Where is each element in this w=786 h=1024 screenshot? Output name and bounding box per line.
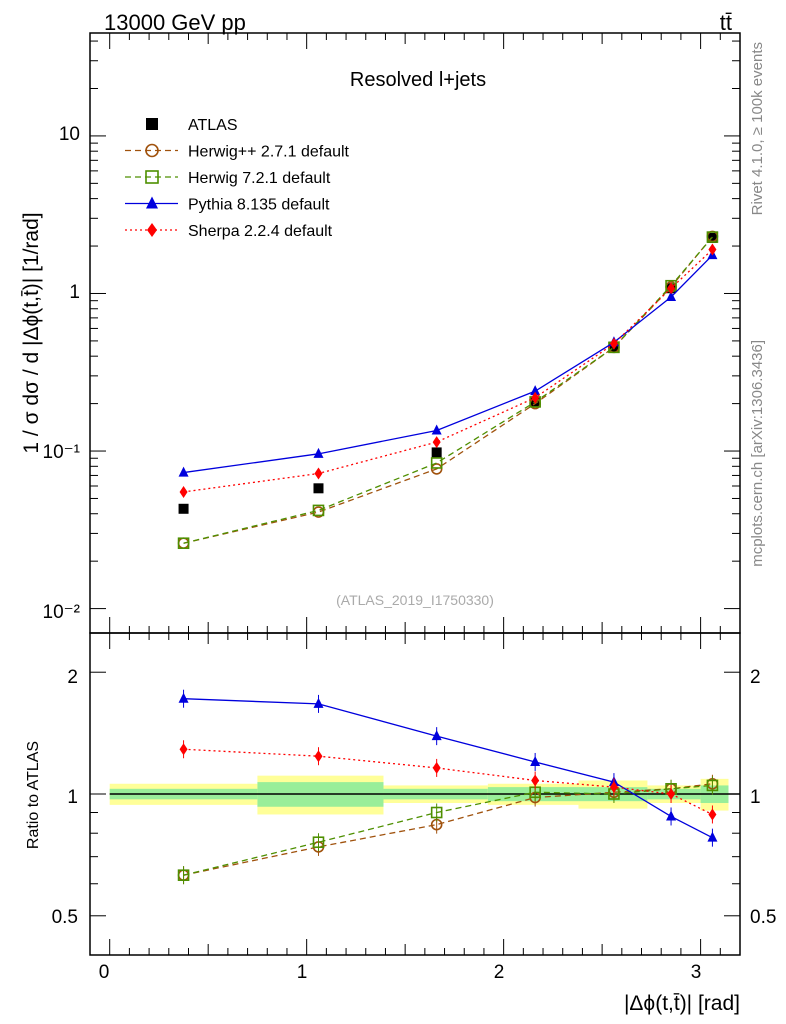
ratio-series-group <box>177 689 719 885</box>
atlas-main-point <box>431 447 442 458</box>
legend-marker-sherpa-2-2-4-default <box>147 223 157 237</box>
herwig-7-2-1-default-ratio-point <box>706 779 719 792</box>
legend-marker-herwig-7-2-1-default <box>145 170 159 184</box>
sherpa-2-2-4-default-main-point <box>708 243 717 256</box>
xtick-label-2: 2 <box>494 962 505 983</box>
legend-label-herwig-2-7-1-default: Herwig++ 2.7.1 default <box>188 144 350 161</box>
pythia-8-135-default-ratio-point <box>431 730 442 741</box>
ratio-axis-ticks <box>89 633 741 956</box>
mcplots-label: mcplots.cern.ch [arXiv:1306.3436] <box>749 340 766 567</box>
sherpa-2-2-4-default-ratio-point <box>432 761 441 774</box>
atlas-main-point <box>313 483 324 494</box>
herwig-7-2-1-default-main-point <box>312 504 325 517</box>
ratio-ytick-left-1: 1 <box>67 787 78 808</box>
ratio-uncertainty-band <box>109 775 740 815</box>
sherpa-2-2-4-default-main-point <box>432 436 441 449</box>
sherpa-2-2-4-default-ratio-point <box>667 788 676 800</box>
herwig-7-2-1-default-main-point <box>177 537 190 550</box>
sherpa-2-2-4-default-main-point <box>609 337 618 350</box>
main-series-group <box>177 230 719 550</box>
legend-marker-herwig-2-7-1-default <box>145 143 159 158</box>
pythia-8-135-default-main-point <box>530 385 541 396</box>
herwig-7-2-1-default-main-point <box>706 231 719 243</box>
herwig-7-2-1-default-ratio-point <box>312 836 325 849</box>
ytick-label-0p1: 10⁻¹ <box>43 442 81 463</box>
herwig-2-7-1-default-main-line <box>183 236 713 544</box>
legend-marker-pythia-8-135-default <box>146 196 158 209</box>
xtick-label-3: 3 <box>691 962 702 983</box>
energy-label: 13000 GeV pp <box>104 10 246 35</box>
process-label: tt̄ <box>720 10 732 35</box>
main-title: Resolved l+jets <box>350 69 486 91</box>
sherpa-2-2-4-default-main-point <box>531 391 540 404</box>
legend-label-sherpa-2-2-4-default: Sherpa 2.2.4 default <box>188 223 333 240</box>
legend: ATLAS Herwig++ 2.7.1 default Herwig 7.2.1 … <box>125 117 350 240</box>
herwig-2-7-1-default-main-point <box>430 463 443 475</box>
ytick-label-10: 10 <box>59 124 80 145</box>
ratio-ytick-right-1: 1 <box>750 787 761 808</box>
ratio-ytick-left-2: 2 <box>67 667 78 688</box>
pythia-8-135-default-ratio-point <box>707 831 718 842</box>
herwig-7-2-1-default-ratio-point <box>177 869 190 881</box>
ratio-ytick-right-0p5: 0.5 <box>750 907 776 928</box>
sherpa-2-2-4-default-ratio-point <box>609 781 618 794</box>
ytick-label-1: 1 <box>69 282 80 303</box>
pythia-8-135-default-main-point <box>431 424 442 435</box>
sherpa-2-2-4-default-main-point <box>314 467 323 480</box>
pythia-8-135-default-main-point <box>313 447 324 458</box>
sherpa-2-2-4-default-main-point <box>667 282 676 295</box>
herwig-7-2-1-default-ratio-point <box>430 806 443 819</box>
main-axis-ticks <box>89 33 741 633</box>
analysis-id: (ATLAS_2019_I1750330) <box>336 592 494 608</box>
sherpa-2-2-4-default-ratio-point <box>179 743 188 756</box>
ratio-ylabel: Ratio to ATLAS <box>25 741 42 849</box>
xaxis-label: |Δϕ(t,t̄)| [rad] <box>624 992 740 1015</box>
main-ylabel: 1 / σ dσ / d |Δϕ(t,t̄)| [1/rad] <box>20 212 43 453</box>
pythia-8-135-default-main-point <box>666 290 677 301</box>
legend-label-atlas: ATLAS <box>188 117 238 134</box>
pythia-8-135-default-main-point <box>178 466 189 477</box>
ratio-frame <box>89 632 741 956</box>
ytick-label-0p01: 10⁻² <box>43 602 81 623</box>
main-panel: Resolved l+jets (ATLAS_2019_I1750330) 1 … <box>20 32 741 634</box>
rivet-label: Rivet 4.1.0, ≥ 100k events <box>749 42 766 215</box>
legend-label-pythia-8-135-default: Pythia 8.135 default <box>188 197 330 214</box>
ratio-ytick-right-2: 2 <box>750 667 761 688</box>
sherpa-2-2-4-default-main-point <box>179 485 188 498</box>
xtick-label-0: 0 <box>99 962 110 983</box>
sherpa-2-2-4-default-ratio-point <box>531 774 540 787</box>
legend-marker-atlas <box>146 118 158 130</box>
pythia-8-135-default-main-line <box>183 254 713 474</box>
legend-label-herwig-7-2-1-default: Herwig 7.2.1 default <box>188 170 331 187</box>
sherpa-2-2-4-default-main-line <box>183 249 713 493</box>
herwig-7-2-1-default-main-point <box>430 457 443 469</box>
pythia-8-135-default-ratio-line <box>183 698 713 839</box>
sherpa-2-2-4-default-ratio-point <box>708 808 717 821</box>
pythia-8-135-default-ratio-point <box>666 810 677 821</box>
pythia-8-135-default-ratio-point <box>178 692 189 703</box>
ratio-panel: Ratio to ATLAS 2 1 0.5 2 1 0.5 <box>25 632 776 956</box>
atlas-main-point <box>178 503 189 514</box>
sherpa-2-2-4-default-ratio-point <box>314 750 323 763</box>
pythia-8-135-default-ratio-point <box>313 697 324 708</box>
xtick-label-1: 1 <box>297 962 308 983</box>
ratio-ytick-left-0p5: 0.5 <box>52 907 78 928</box>
herwig-7-2-1-default-main-line <box>183 236 713 544</box>
pythia-8-135-default-ratio-point <box>530 755 541 766</box>
